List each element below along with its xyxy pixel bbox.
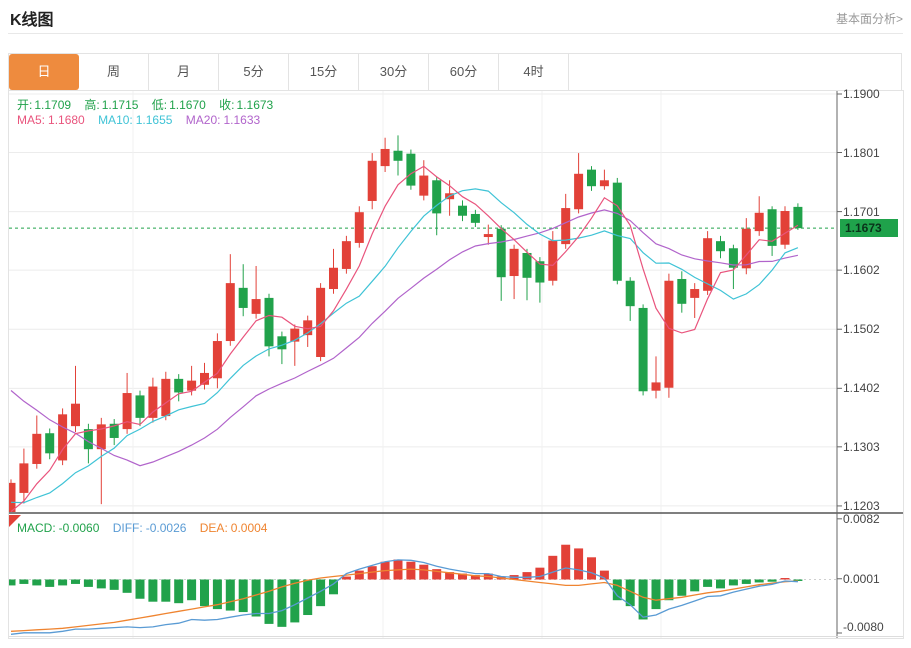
tab-period-30分[interactable]: 30分 <box>359 54 429 90</box>
macd-label: MACD: <box>17 521 56 535</box>
price-tick-label: 1.1900 <box>843 87 880 101</box>
macd-tick-label: 0.0082 <box>843 511 880 526</box>
current-price-badge: 1.1673 <box>840 219 898 238</box>
ma20-label: MA20: <box>185 113 221 127</box>
macd-tick-label: -0.0080 <box>843 620 884 634</box>
tab-period-4时[interactable]: 4时 <box>499 54 569 90</box>
close-label: 收: <box>219 98 235 112</box>
macd-tick-label: 0.0001 <box>843 571 880 586</box>
open-value: 1.1709 <box>34 98 72 112</box>
high-label: 高: <box>84 98 100 112</box>
open-label: 开: <box>17 98 33 112</box>
close-value: 1.1673 <box>236 98 274 112</box>
ma5-label: MA5: <box>17 113 46 127</box>
ma20-value: 1.1633 <box>223 113 261 127</box>
chart-canvas[interactable] <box>9 91 903 638</box>
ma10-label: MA10: <box>98 113 133 127</box>
price-tick-label: 1.1801 <box>843 145 880 160</box>
high-value: 1.1715 <box>101 98 139 112</box>
period-tabstrip: 日周月 5分 15分 30分 60分 4时 <box>8 53 902 90</box>
price-tick-label: 1.1701 <box>843 204 880 219</box>
price-tick-label: 1.1502 <box>843 322 880 337</box>
tab-period-5分[interactable]: 5分 <box>219 54 289 90</box>
fundamental-analysis-link[interactable]: 基本面分析> <box>835 12 903 26</box>
low-value: 1.1670 <box>169 98 206 112</box>
price-tick-label: 1.1203 <box>843 498 880 513</box>
ohlc-readout: 开: 1.1709 高: 1.1715 低: 1.1670 收: 1.1673 <box>17 96 283 113</box>
macd-readout: MACD: -0.0060 DIFF: -0.0026 DEA: 0.0004 <box>17 521 277 535</box>
tab-period-月[interactable]: 月 <box>149 54 219 90</box>
chart-frame: 开: 1.1709 高: 1.1715 低: 1.1670 收: 1.1673 MA5:… <box>8 87 904 639</box>
tab-period-日[interactable]: 日 <box>9 54 79 90</box>
ma5-value: 1.1680 <box>48 113 85 127</box>
price-tick-label: 1.1602 <box>843 263 880 278</box>
header-divider <box>8 33 903 34</box>
dea-value: 0.0004 <box>230 521 268 535</box>
diff-value: -0.0026 <box>145 521 187 535</box>
macd-value: -0.0060 <box>58 521 100 535</box>
tab-period-60分[interactable]: 60分 <box>429 54 499 90</box>
ma-readout: MA5: 1.1680 MA10: 1.1655 MA20: 1.1633 <box>17 113 270 127</box>
tab-period-周[interactable]: 周 <box>79 54 149 90</box>
tab-period-15分[interactable]: 15分 <box>289 54 359 90</box>
low-label: 低: <box>151 98 168 112</box>
diff-label: DIFF: <box>112 521 143 535</box>
dea-label: DEA: <box>199 521 228 535</box>
price-tick-label: 1.1402 <box>843 381 880 396</box>
price-tick-label: 1.1303 <box>843 439 880 454</box>
page-title: K线图 <box>10 12 54 29</box>
ma10-value: 1.1655 <box>135 113 173 127</box>
